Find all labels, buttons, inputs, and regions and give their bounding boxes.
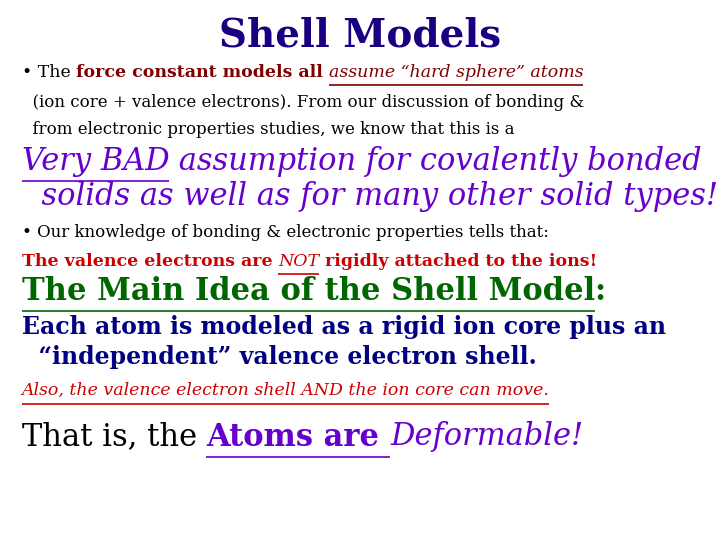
Text: Also, the valence electron shell AND the ion core can move.: Also, the valence electron shell AND the… [22,382,549,399]
Text: (ion core + valence electrons). From our discussion of bonding &: (ion core + valence electrons). From our… [22,94,584,111]
Text: The Main Idea of the Shell Model: The Main Idea of the Shell Model [22,276,595,307]
Text: solids as well as for many other solid types!: solids as well as for many other solid t… [22,181,718,212]
Text: assumption for covalently bonded: assumption for covalently bonded [169,146,702,177]
Text: from electronic properties studies, we know that this is a: from electronic properties studies, we k… [22,121,514,138]
Text: • Our knowledge of bonding & electronic properties tells that:: • Our knowledge of bonding & electronic … [22,224,549,240]
Text: Very BAD: Very BAD [22,146,169,177]
Text: Atoms are: Atoms are [207,422,390,453]
Text: :: : [595,276,606,307]
Text: Each atom is modeled as a rigid ion core plus an: Each atom is modeled as a rigid ion core… [22,315,665,339]
Text: The valence electrons are: The valence electrons are [22,253,278,269]
Text: • The: • The [22,64,76,80]
Text: NOT: NOT [278,253,320,269]
Text: Deformable!: Deformable! [390,422,583,453]
Text: force constant models all: force constant models all [76,64,329,80]
Text: Shell Models: Shell Models [219,16,501,54]
Text: assume “hard sphere” atoms: assume “hard sphere” atoms [329,64,583,80]
Text: That is, the: That is, the [22,422,207,453]
Text: “independent” valence electron shell.: “independent” valence electron shell. [22,345,536,369]
Text: rigidly attached to the ions!: rigidly attached to the ions! [320,253,598,269]
